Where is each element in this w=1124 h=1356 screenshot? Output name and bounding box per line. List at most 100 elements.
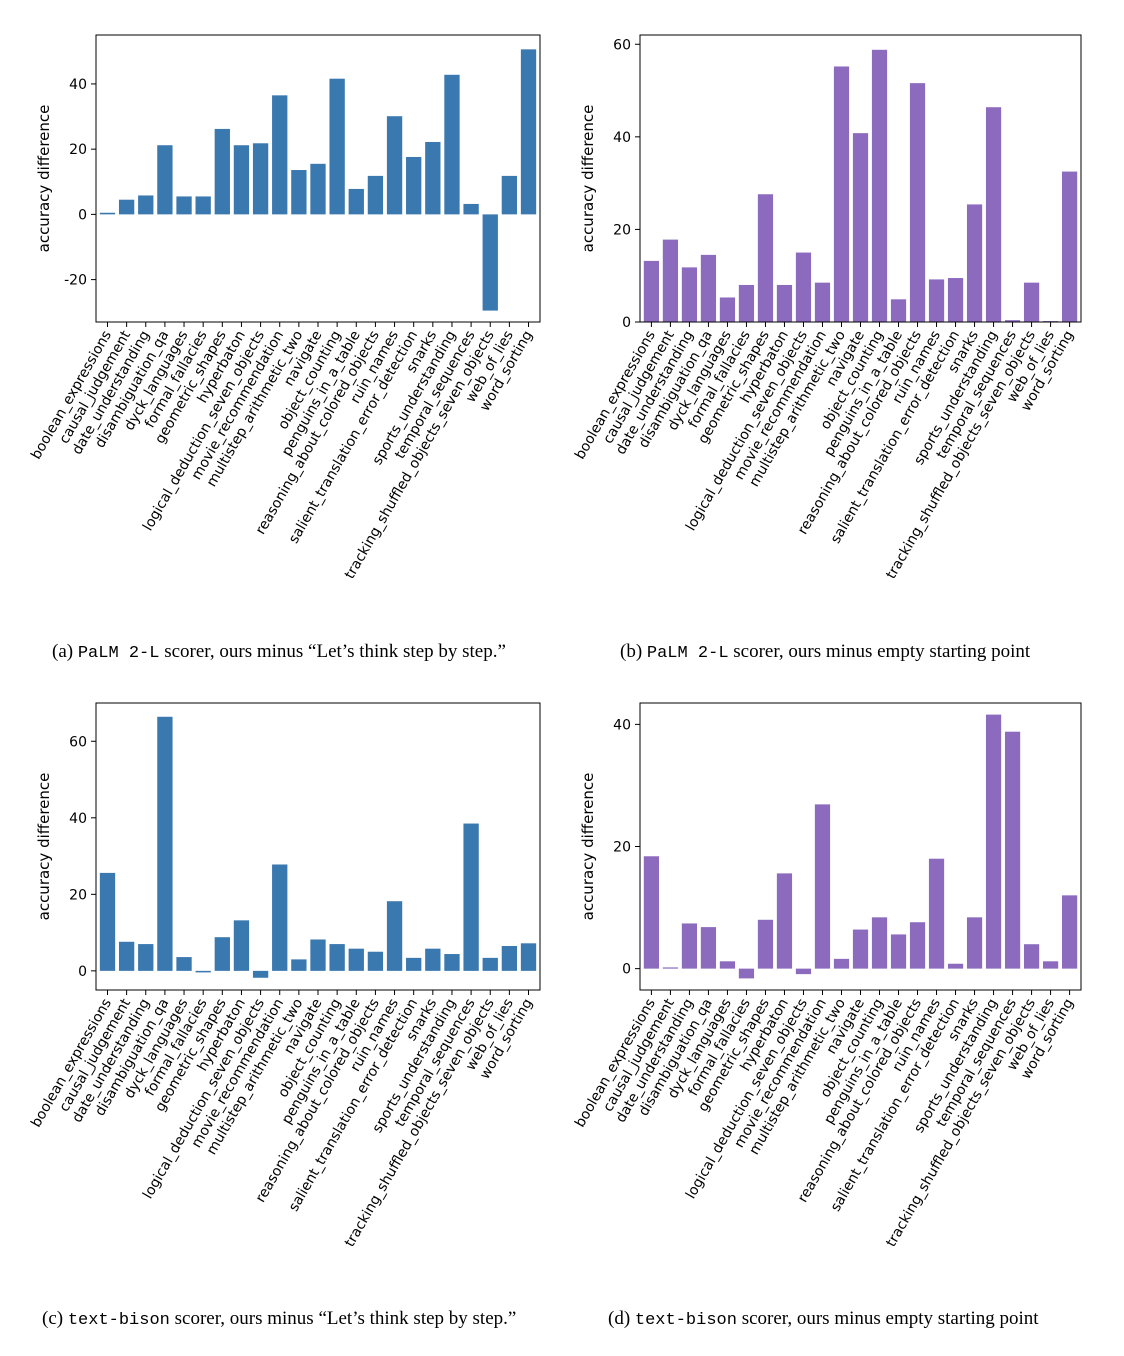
bar-d-disambiguation_qa xyxy=(700,927,717,969)
bar-c-dyck_languages xyxy=(176,957,192,971)
bar-a-hyperbaton xyxy=(233,145,250,215)
bar-a-ruin_names xyxy=(386,116,403,215)
bar-b-hyperbaton xyxy=(776,284,793,322)
bar-d-word_sorting xyxy=(1061,895,1078,969)
bar-d-ruin_names xyxy=(928,858,945,969)
bar-b-penguins_in_a_table xyxy=(890,299,907,322)
bar-a-date_understanding xyxy=(138,195,154,215)
bar-a-web_of_lies xyxy=(501,175,518,215)
bar-c-penguins_in_a_table xyxy=(348,948,364,971)
caption-d-letter: (d) xyxy=(608,1308,631,1329)
bar-c-boolean_expressions xyxy=(99,872,116,971)
bar-d-formal_fallacies xyxy=(738,968,755,979)
bar-d-hyperbaton xyxy=(776,873,793,969)
bar-c-date_understanding xyxy=(138,944,154,971)
caption-c-model: text-bison xyxy=(67,1311,170,1330)
bar-d-date_understanding xyxy=(681,923,698,969)
bar-d-web_of_lies xyxy=(1042,961,1059,969)
bar-b-date_understanding xyxy=(681,267,698,322)
bar-b-dyck_languages xyxy=(719,297,736,322)
bar-b-tracking_shuffled_objects_seven_objects xyxy=(1023,282,1040,322)
bar-d-tracking_shuffled_objects_seven_objects xyxy=(1023,944,1040,969)
ytick-label-c: 40 xyxy=(69,811,87,827)
bar-d-causal_judgement xyxy=(662,967,679,969)
bar-b-ruin_names xyxy=(928,279,945,322)
bar-c-web_of_lies xyxy=(501,945,518,971)
bar-d-movie_recommendation xyxy=(814,804,831,969)
bar-d-logical_deduction_seven_objects xyxy=(795,968,812,975)
caption-a-text: scorer, ours minus “Let’s think step by … xyxy=(164,641,506,662)
bar-b-temporal_sequences xyxy=(1004,320,1021,322)
bar-c-navigate xyxy=(310,939,326,971)
caption-d-model: text-bison xyxy=(634,1311,737,1330)
bar-a-object_counting xyxy=(329,78,345,215)
bar-a-temporal_sequences xyxy=(463,203,479,215)
bar-d-geometric_shapes xyxy=(757,919,774,969)
caption-c-text: scorer, ours minus “Let’s think step by … xyxy=(174,1308,517,1329)
ytick-label-c: 20 xyxy=(69,887,87,903)
ytick-label-a: 20 xyxy=(69,142,87,158)
bar-d-navigate xyxy=(852,929,869,969)
bar-c-logical_deduction_seven_objects xyxy=(252,970,269,978)
bar-d-object_counting xyxy=(871,917,888,969)
ytick-label-a: -20 xyxy=(64,273,87,289)
bar-a-formal_fallacies xyxy=(195,196,211,215)
bar-c-snarks xyxy=(425,948,441,971)
bar-a-disambiguation_qa xyxy=(157,145,173,215)
ytick-label-d: 40 xyxy=(613,717,631,733)
bar-c-causal_judgement xyxy=(118,941,135,971)
bar-d-temporal_sequences xyxy=(1004,731,1021,969)
bar-b-reasoning_about_colored_objects xyxy=(909,83,926,322)
bar-b-geometric_shapes xyxy=(757,194,774,322)
bar-b-sports_understanding xyxy=(985,107,1002,323)
bar-c-formal_fallacies xyxy=(195,970,211,973)
bar-c-salient_translation_error_detection xyxy=(406,957,422,971)
caption-d: (d) text-bison scorer, ours minus empty … xyxy=(608,1308,1039,1330)
bar-b-boolean_expressions xyxy=(643,260,660,322)
bar-c-word_sorting xyxy=(520,943,537,971)
bar-c-sports_understanding xyxy=(444,954,460,971)
bar-c-temporal_sequences xyxy=(463,823,479,971)
bar-c-multistep_arithmetic_two xyxy=(291,959,307,971)
bar-b-movie_recommendation xyxy=(814,282,831,322)
ytick-label-b: 0 xyxy=(622,315,631,331)
bar-a-reasoning_about_colored_objects xyxy=(367,175,384,215)
bar-a-salient_translation_error_detection xyxy=(406,156,422,215)
ytick-label-d: 20 xyxy=(613,840,631,856)
bar-b-formal_fallacies xyxy=(738,284,755,322)
bar-d-penguins_in_a_table xyxy=(890,934,907,969)
bar-b-salient_translation_error_detection xyxy=(947,278,964,322)
bar-b-disambiguation_qa xyxy=(700,254,717,322)
bar-c-movie_recommendation xyxy=(272,864,288,971)
bar-c-disambiguation_qa xyxy=(157,716,173,971)
ylabel-c: accuracy difference xyxy=(35,773,53,921)
bar-a-boolean_expressions xyxy=(99,212,116,215)
bar-a-geometric_shapes xyxy=(214,128,230,215)
caption-b-letter: (b) xyxy=(620,641,643,662)
bar-a-logical_deduction_seven_objects xyxy=(252,143,269,215)
ytick-label-b: 40 xyxy=(613,130,631,146)
caption-a: (a) PaLM 2-L scorer, ours minus “Let’s t… xyxy=(52,641,506,663)
bar-a-navigate xyxy=(310,163,326,215)
ylabel-b: accuracy difference xyxy=(579,105,597,253)
caption-c-letter: (c) xyxy=(42,1308,64,1329)
ytick-label-a: 0 xyxy=(78,207,87,223)
bar-b-multistep_arithmetic_two xyxy=(833,66,850,322)
ytick-label-c: 60 xyxy=(69,734,87,750)
bar-b-causal_judgement xyxy=(662,239,679,322)
ytick-label-a: 40 xyxy=(69,77,87,93)
bar-d-multistep_arithmetic_two xyxy=(833,958,850,969)
bar-b-snarks xyxy=(966,204,983,322)
bar-a-snarks xyxy=(425,141,441,215)
bar-a-sports_understanding xyxy=(444,74,460,215)
caption-c: (c) text-bison scorer, ours minus “Let’s… xyxy=(42,1308,516,1330)
ylabel-a: accuracy difference xyxy=(35,105,53,253)
ytick-label-b: 60 xyxy=(613,37,631,53)
bar-a-multistep_arithmetic_two xyxy=(291,170,307,215)
bar-c-reasoning_about_colored_objects xyxy=(367,951,384,971)
bar-b-navigate xyxy=(852,133,869,322)
ytick-label-b: 20 xyxy=(613,222,631,238)
